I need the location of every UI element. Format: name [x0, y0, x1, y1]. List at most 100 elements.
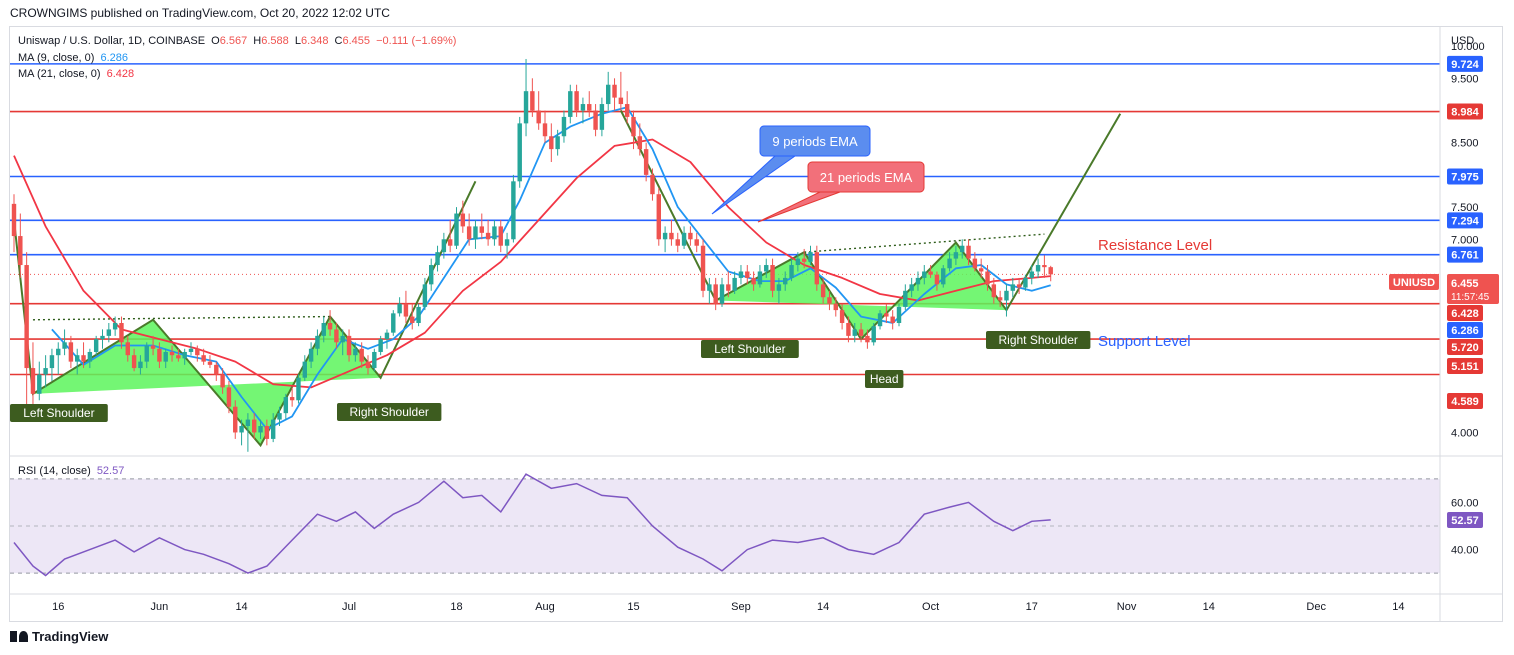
- candle-body: [517, 123, 522, 182]
- candle-body: [814, 252, 820, 285]
- candle: [561, 110, 567, 143]
- candle-body: [1048, 267, 1053, 275]
- candle: [214, 361, 219, 381]
- candle: [239, 419, 244, 446]
- candle: [1010, 277, 1015, 298]
- candle: [340, 329, 345, 356]
- candle-body: [593, 110, 598, 130]
- high-label: H: [253, 35, 262, 47]
- price-label-tag: 5.720: [1447, 339, 1483, 355]
- candle: [960, 239, 965, 259]
- candle: [568, 84, 573, 124]
- candle-body: [587, 104, 592, 111]
- candle: [308, 342, 314, 369]
- candle: [580, 97, 586, 124]
- rsi-pane: 60.00 40.00 52.57: [10, 473, 1483, 577]
- candle: [656, 187, 661, 246]
- candle: [353, 342, 358, 362]
- price-tick: 7.000: [1451, 234, 1479, 246]
- pattern-fill: [32, 316, 381, 446]
- candle: [327, 310, 333, 336]
- candle: [903, 284, 908, 311]
- candle-body: [997, 297, 1003, 301]
- resistance-label: Resistance Level: [1098, 237, 1212, 254]
- pattern-fill: [715, 242, 1007, 340]
- candle: [1004, 284, 1009, 317]
- candle-body: [391, 313, 396, 333]
- candle-body: [764, 265, 769, 272]
- ema9-callout: 9 periods EMA: [711, 125, 871, 215]
- candle: [207, 355, 213, 369]
- level-tag-text: 6.761: [1451, 250, 1479, 262]
- candle-body: [865, 335, 870, 343]
- left-shoulder-tag-2-box: [701, 340, 799, 358]
- candle: [403, 290, 409, 323]
- candle-body: [81, 355, 86, 362]
- price-tick: 9.500: [1451, 73, 1479, 85]
- candle-body: [176, 355, 181, 359]
- level-tag-text: 7.975: [1451, 171, 1479, 183]
- time-axis: 16 Jun 14 Jul 18 Aug 15 Sep 14 Oct 17 Nov 14 Dec 14: [52, 601, 1404, 613]
- candle: [1016, 277, 1022, 295]
- price-label-tag: 4.589: [1447, 393, 1483, 409]
- level-tag: 7.294: [1447, 212, 1483, 229]
- candle-body: [1010, 284, 1015, 291]
- candle: [125, 335, 130, 362]
- candle: [302, 355, 307, 381]
- symbol-name: Uniswap / U.S. Dollar, 1D, COINBASE: [18, 35, 206, 47]
- candle: [764, 258, 769, 278]
- rsi-value-tag: 52.57: [1447, 511, 1483, 528]
- ema21-callout-pointer: [757, 191, 841, 223]
- time-tick: Sep: [731, 601, 751, 613]
- time-tick: Jun: [151, 601, 169, 613]
- candle: [991, 277, 997, 304]
- tradingview-logo[interactable]: TradingView: [10, 629, 108, 644]
- ema9-callout-pointer: [711, 155, 797, 215]
- price-tick: 4.000: [1451, 427, 1479, 439]
- ma21-line-group: [13, 138, 1051, 389]
- close-label: C: [334, 35, 343, 47]
- candle: [675, 232, 680, 253]
- candle: [422, 277, 428, 311]
- symbol-tag-text: UNIUSD: [1393, 277, 1435, 289]
- candle: [555, 129, 560, 156]
- rsi-tick: 40.00: [1451, 545, 1479, 557]
- candle-body: [801, 258, 807, 262]
- candle-body: [353, 348, 358, 356]
- candle-body: [783, 277, 788, 285]
- candle-body: [144, 345, 149, 362]
- candle-body: [922, 271, 927, 278]
- candle: [441, 232, 447, 259]
- candle: [530, 78, 535, 117]
- candle-body: [384, 332, 390, 340]
- candle-body: [182, 351, 187, 359]
- candle-body: [858, 329, 864, 336]
- candle: [928, 265, 933, 278]
- price-label-box: [1447, 322, 1483, 338]
- candle-body: [188, 348, 194, 352]
- close-value: 6.455: [342, 35, 371, 47]
- candle-body: [252, 419, 257, 433]
- candle: [62, 329, 67, 356]
- right-shoulder-tag-2-box: [986, 331, 1091, 349]
- price-label-tag: 5.151: [1447, 358, 1483, 374]
- candle-body: [1004, 290, 1009, 301]
- candle: [504, 232, 510, 259]
- candle-body: [637, 136, 643, 150]
- candle: [890, 310, 895, 330]
- candle-body: [365, 361, 371, 369]
- candle: [700, 239, 706, 298]
- candle: [1048, 265, 1053, 282]
- candle: [131, 348, 137, 372]
- candle-body: [580, 104, 586, 111]
- candle-body: [239, 426, 244, 433]
- candle-body: [770, 265, 775, 291]
- candle-body: [953, 252, 959, 259]
- candle: [289, 387, 295, 407]
- candle: [169, 345, 175, 362]
- candle-body: [568, 91, 573, 117]
- candle: [662, 226, 668, 253]
- right-shoulder-tag-2-text: Right Shoulder: [999, 333, 1078, 347]
- candle-body: [422, 284, 428, 307]
